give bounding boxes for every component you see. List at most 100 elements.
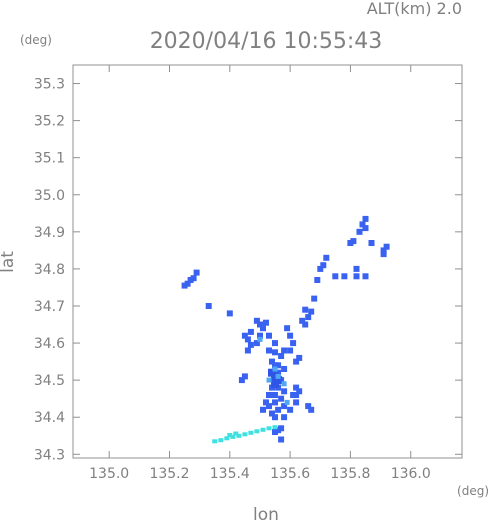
y-tick-label: 35.1 (34, 151, 65, 167)
echo-cell (278, 436, 285, 443)
echo-cell (290, 392, 297, 398)
echo-cell (359, 221, 366, 228)
echo-cell (332, 273, 339, 280)
echo-cell (308, 308, 315, 315)
echo-cell (281, 414, 288, 421)
echo-cell (193, 269, 200, 276)
echo-cell (368, 240, 375, 246)
echo-cell (263, 399, 269, 406)
echo-cell (275, 362, 282, 369)
y-tick-label: 34.9 (34, 225, 65, 241)
y-tick-label: 34.5 (34, 373, 65, 389)
plot-frame (72, 64, 463, 459)
echo-cell-cyan (248, 430, 254, 435)
y-tick-label: 34.6 (34, 336, 65, 352)
echo-cell (380, 247, 387, 254)
echo-cell (266, 347, 272, 354)
echo-cell (341, 273, 348, 280)
echo-cell (241, 332, 248, 339)
x-tick-label: 135.4 (210, 466, 250, 482)
echo-cell (257, 332, 263, 339)
echo-cell (275, 406, 282, 413)
echo-cell (311, 295, 318, 302)
echo-cell-strong (268, 368, 276, 377)
echo-cell (241, 373, 248, 380)
echo-cell (269, 358, 275, 365)
echo-cell (257, 321, 263, 328)
echo-cell (302, 321, 309, 328)
echo-cell (323, 254, 330, 261)
echo-cell (272, 340, 278, 347)
echo-cell-cyan (242, 432, 248, 437)
altitude-label: ALT(km) 2.0 (367, 0, 462, 18)
echo-cell-light (275, 373, 281, 379)
echo-cell-cyan (212, 439, 218, 444)
echo-cell (260, 325, 266, 332)
echo-cell (278, 395, 285, 402)
echo-cell (302, 306, 309, 313)
echo-cell-cyan (236, 433, 242, 438)
echo-cell (269, 410, 275, 417)
echo-cell (190, 275, 197, 282)
echo-cell (314, 277, 321, 283)
x-tick-label: 136.0 (391, 466, 431, 482)
echo-cell (383, 243, 390, 250)
echo-cell (272, 429, 278, 435)
y-tick-label: 34.4 (34, 410, 65, 426)
echo-cell (320, 262, 327, 269)
echo-cell (226, 310, 233, 317)
echo-cell (293, 384, 300, 391)
echo-cell (272, 399, 278, 406)
x-tick-label: 135.6 (270, 466, 310, 482)
chart-title: 2020/04/16 10:55:43 (150, 29, 383, 54)
echo-cell-cyan (260, 427, 266, 432)
y-axis-label: lat (0, 251, 18, 273)
echo-cell (308, 406, 315, 413)
echo-cell (272, 414, 278, 421)
echo-cell (266, 332, 272, 339)
echo-cell (272, 349, 278, 356)
echo-cell (287, 347, 294, 354)
echo-cell (281, 366, 288, 372)
echo-cell (362, 225, 369, 232)
axis-ticks: 135.0 135.2 135.4 135.6 135.8 136.0 34.3 34.4 34… (34, 65, 462, 482)
echo-cell (263, 319, 269, 326)
echo-cell (353, 265, 360, 272)
echo-cell (299, 317, 306, 324)
echo-cell (238, 377, 245, 384)
y-tick-label: 35.3 (34, 77, 65, 93)
echo-cell (290, 340, 297, 347)
echo-cell (356, 228, 363, 235)
echo-cell (281, 347, 288, 354)
echo-cell-cyan (227, 433, 233, 437)
echo-cell (205, 303, 212, 309)
echo-cell (275, 427, 282, 434)
echo-cell (353, 273, 360, 280)
x-unit-label: (deg) (457, 484, 489, 498)
echo-cell (287, 332, 294, 339)
echo-cell-light (266, 377, 272, 383)
echo-cell-cyan (254, 429, 260, 434)
x-tick-label: 135.2 (149, 466, 189, 482)
echo-cell-strong (271, 379, 279, 388)
echo-cell (281, 388, 288, 395)
y-unit-label: (deg) (20, 33, 52, 47)
y-tick-label: 35.2 (34, 114, 65, 130)
y-tick-label: 34.8 (34, 262, 65, 278)
echo-cell-light (281, 381, 287, 387)
y-tick-label: 34.7 (34, 299, 65, 315)
x-tick-label: 135.8 (330, 466, 370, 482)
echo-cell (362, 215, 369, 222)
echo-cell (266, 403, 272, 410)
x-axis-label: lon (253, 505, 279, 521)
echo-cell-light (257, 336, 263, 342)
echo-cell (266, 392, 272, 398)
echo-cell (247, 328, 254, 335)
echo-cell (272, 392, 278, 398)
echo-cell-light (284, 399, 290, 405)
echo-cell (181, 282, 188, 289)
echo-cell (253, 317, 260, 324)
echo-cell (244, 336, 251, 343)
echo-cell-cyan (224, 436, 230, 441)
